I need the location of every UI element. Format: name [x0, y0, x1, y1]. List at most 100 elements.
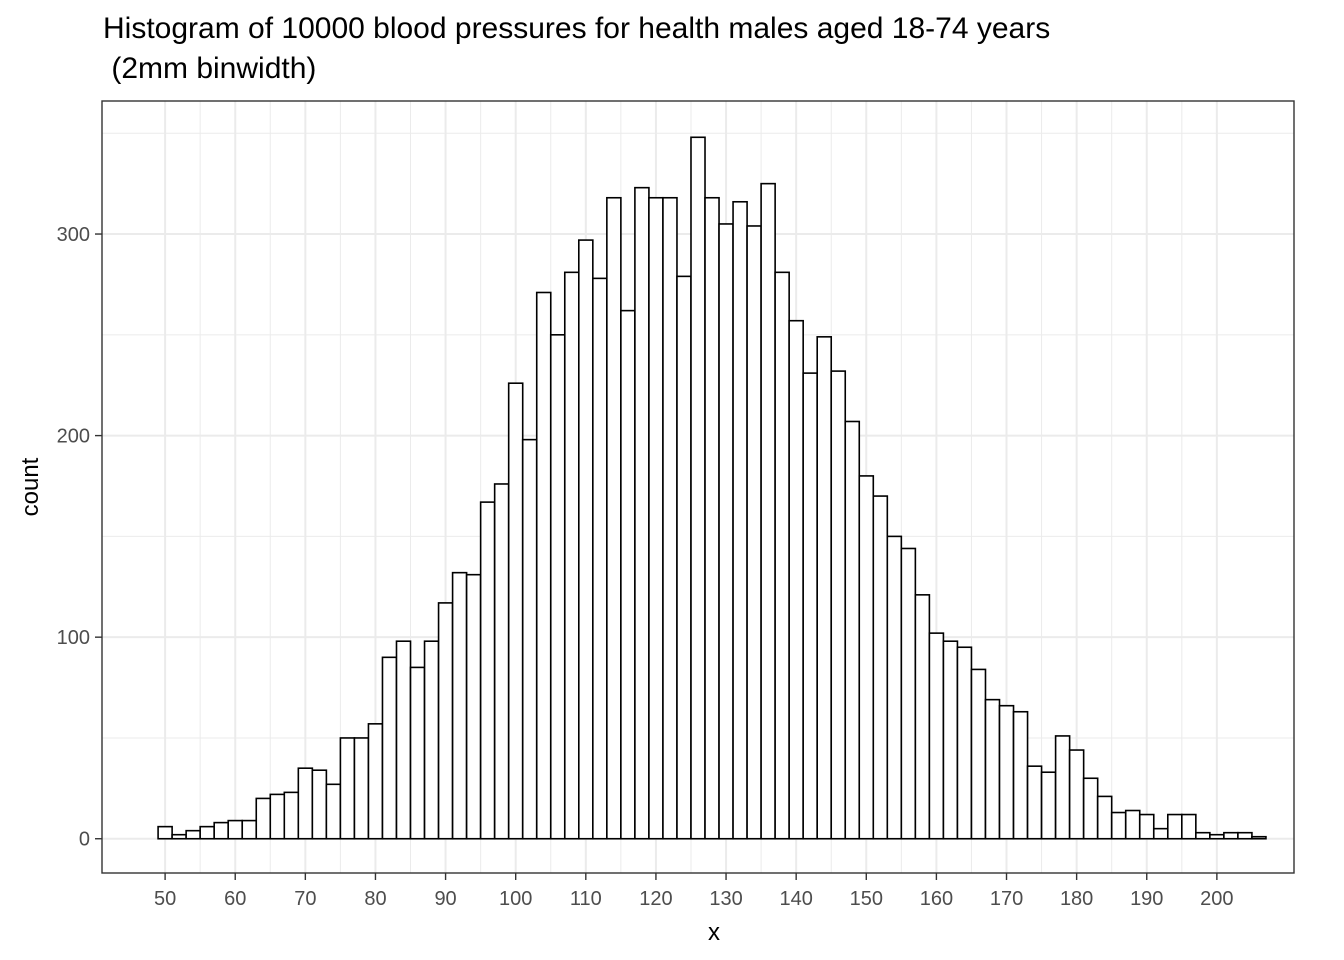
histogram-bar	[732, 200, 748, 840]
x-tick-label: 150	[850, 888, 883, 910]
histogram-bar	[844, 420, 861, 840]
histogram-bar	[283, 791, 300, 840]
histogram-bar	[493, 483, 510, 840]
histogram-bar	[1152, 827, 1169, 840]
histogram-bar	[1195, 831, 1211, 840]
histogram-bar	[858, 475, 875, 840]
chart-title: Histogram of 10000 blood pressures for h…	[103, 12, 1051, 45]
y-axis-ticks: 0 100 200 300	[57, 224, 102, 851]
x-axis-title: x	[708, 919, 720, 946]
histogram-bar	[227, 819, 244, 840]
histogram-bar	[592, 277, 608, 840]
histogram-bar	[1124, 809, 1141, 840]
x-tick-label: 140	[779, 888, 812, 910]
histogram-bar	[718, 223, 734, 840]
x-tick-label: 120	[639, 888, 672, 910]
histogram-bar	[648, 196, 664, 840]
histogram-bar	[788, 319, 804, 840]
histogram-bar	[535, 291, 552, 840]
histogram-bar	[1026, 765, 1043, 840]
histogram-bar	[774, 271, 790, 840]
histogram-bar	[479, 501, 496, 840]
histogram-bar	[577, 239, 594, 840]
x-tick-label: 100	[499, 888, 532, 910]
x-tick-label: 70	[294, 888, 316, 910]
x-tick-label: 80	[364, 888, 386, 910]
histogram-bar	[1096, 795, 1113, 840]
histogram-bar	[339, 737, 356, 840]
histogram-bar	[956, 646, 973, 840]
histogram-bar	[353, 737, 370, 840]
histogram-bar	[802, 372, 818, 840]
histogram-bar	[563, 271, 580, 840]
histogram-bar	[620, 309, 636, 840]
histogram-bar	[606, 196, 622, 840]
histogram-bar	[395, 640, 412, 840]
histogram-bar	[241, 819, 258, 840]
histogram-bar	[409, 666, 426, 840]
panel-border	[101, 100, 1295, 874]
histogram-bar	[255, 797, 272, 840]
histogram-bar	[451, 571, 468, 840]
histogram-bar	[381, 656, 398, 840]
y-tick-label: 0	[79, 829, 90, 851]
histogram-bar	[325, 783, 342, 840]
x-axis-ticks: 50 60 70 80 90 100 110 120 130 140 150 160 170 180 190…	[154, 873, 1234, 910]
histogram-bar	[900, 547, 917, 840]
y-tick-label: 200	[57, 426, 90, 448]
histogram-bar	[1166, 813, 1183, 840]
x-tick-label: 180	[1060, 888, 1093, 910]
histogram-bar	[760, 182, 776, 840]
histogram-bar	[465, 573, 482, 840]
histogram-bar	[1054, 735, 1071, 840]
histogram-bar	[1223, 831, 1239, 840]
y-axis-title: count	[17, 457, 44, 516]
histogram-bar	[297, 767, 314, 840]
histogram-bar	[549, 334, 566, 840]
histogram-bar	[1068, 749, 1085, 840]
x-tick-label: 170	[990, 888, 1023, 910]
histogram-bar	[634, 186, 650, 840]
histogram-bar	[367, 723, 384, 840]
histogram-bar	[423, 640, 440, 840]
histogram-bar	[928, 632, 945, 840]
histogram-bar	[746, 225, 762, 840]
x-tick-label: 60	[224, 888, 246, 910]
histogram-bar	[157, 825, 173, 840]
x-tick-label: 50	[154, 888, 176, 910]
x-tick-label: 200	[1200, 888, 1233, 910]
x-tick-label: 110	[570, 888, 602, 910]
histogram-bar	[1040, 771, 1057, 840]
histogram-bar	[1181, 813, 1197, 840]
histogram-bar	[507, 382, 524, 840]
y-tick-label: 100	[57, 627, 90, 649]
histogram-bar	[185, 829, 201, 840]
histogram-bar	[437, 602, 454, 840]
histogram-bars	[157, 136, 1267, 840]
histogram-bar	[311, 769, 328, 840]
histogram-bar	[830, 370, 847, 840]
histogram-bar	[886, 535, 903, 840]
chart-subtitle: (2mm binwidth)	[103, 52, 317, 85]
histogram-bar	[998, 704, 1015, 840]
histogram-bar	[171, 833, 187, 840]
histogram-bar	[872, 495, 889, 840]
histogram-bar	[521, 438, 538, 840]
histogram-bar	[676, 275, 692, 840]
y-tick-label: 300	[57, 224, 90, 246]
histogram-bar	[1138, 813, 1155, 840]
x-tick-label: 160	[920, 888, 953, 910]
x-tick-label: 130	[709, 888, 742, 910]
histogram-bar	[942, 640, 959, 840]
histogram-bar	[816, 336, 833, 840]
x-tick-label: 190	[1130, 888, 1163, 910]
histogram-bar	[1110, 811, 1127, 840]
histogram-bar	[199, 825, 215, 840]
histogram-bar	[213, 821, 230, 840]
histogram-bar	[984, 698, 1001, 840]
histogram-bar	[1012, 710, 1029, 840]
histogram-bar	[269, 793, 286, 840]
histogram-bar	[1251, 835, 1267, 840]
histogram-bar	[1082, 777, 1099, 840]
